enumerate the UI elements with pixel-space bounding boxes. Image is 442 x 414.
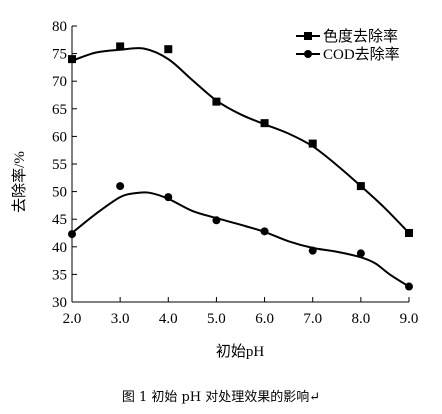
series-1-point [116,42,125,51]
x-axis-label: 初始pH [216,343,265,360]
series-2-point [260,227,269,236]
x-tick-label: 8.0 [351,311,370,327]
y-tick-label: 60 [52,129,67,145]
chart-curves [71,47,410,288]
series-1-point [68,55,76,64]
series-1-point [164,45,173,54]
legend-label: 色度去除率 [323,28,398,45]
series-1-point [260,119,269,128]
legend-label: COD去除率 [323,46,400,63]
series-2-point [405,282,413,291]
series-2-point [116,182,125,191]
y-tick-label: 35 [52,267,67,283]
x-tick-label: 2.0 [63,311,82,327]
x-tick-label: 3.0 [111,311,130,327]
y-axis-label: 去除率/% [11,151,28,213]
legend-marker [304,32,312,40]
series-2-point [356,249,365,258]
series-2-line [71,191,410,288]
y-tick-label: 55 [52,157,67,173]
series-1-line [71,47,410,234]
y-tick-label: 70 [52,74,67,90]
series-1-point [356,182,365,191]
y-tick-label: 75 [52,47,67,63]
series-2-point [308,246,317,255]
chart: 2.0 3.0 4.0 5.0 6.0 7.0 8.0 9.0 30 35 40 45 50 55 60 65… [11,19,418,360]
y-tick-label: 65 [52,102,67,118]
chart-markers [68,42,413,291]
x-tick-label: 6.0 [255,311,274,327]
series-1-point [212,97,221,106]
y-tick-label: 50 [52,185,67,201]
x-tick-label: 7.0 [303,311,322,327]
figure-caption: 图 1 初始 pH 对处理效果的影响↵ [121,390,321,405]
series-1-point [405,229,413,237]
x-tick-label: 4.0 [159,311,178,327]
y-tick-label: 30 [52,295,67,311]
y-tick-label: 80 [52,19,67,35]
x-tick-label: 9.0 [400,311,419,327]
y-tick-label: 40 [52,240,67,256]
y-tick-label: 45 [52,212,67,228]
series-2-point [212,216,221,225]
legend-marker [304,50,312,58]
chart-axes: 2.0 3.0 4.0 5.0 6.0 7.0 8.0 9.0 30 35 40 45 50 55 60 65… [52,19,418,327]
series-1-point [308,139,317,148]
x-tick-label: 5.0 [207,311,226,327]
series-2-point [68,230,76,239]
series-2-point [164,193,173,202]
